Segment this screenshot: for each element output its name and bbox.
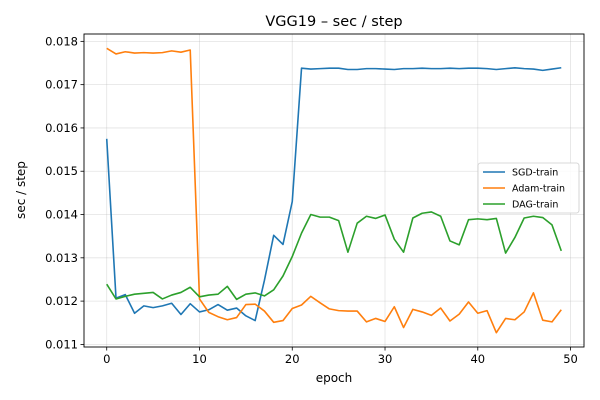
x-tick-label: 10 [192, 352, 207, 366]
chart-title: VGG19 – sec / step [265, 14, 402, 30]
y-tick-label: 0.013 [45, 251, 78, 265]
legend-label: SGD-train [512, 168, 558, 179]
x-tick-label: 50 [563, 352, 578, 366]
plot-frame [83, 33, 585, 348]
y-tick-label: 0.016 [45, 121, 78, 135]
series-layer [105, 47, 563, 334]
legend-box [477, 162, 580, 214]
y-axis-label: sec / step [14, 161, 28, 219]
y-tick-label: 0.012 [45, 294, 78, 308]
x-tick-label: 0 [103, 352, 110, 366]
x-tick-label: 20 [285, 352, 300, 366]
legend: SGD-train Adam-train DAG-train [477, 162, 580, 214]
y-tick-label: 0.018 [45, 34, 78, 48]
x-tick-label: 30 [378, 352, 393, 366]
y-tick-label: 0.014 [45, 208, 78, 222]
x-tick-label: 40 [470, 352, 485, 366]
series-line-dag-train [106, 211, 563, 301]
legend-label: DAG-train [512, 200, 558, 211]
legend-label: Adam-train [512, 184, 565, 195]
series-line-adam-train [106, 47, 562, 334]
series-line-sgd-train [105, 66, 562, 322]
y-tick-label: 0.011 [45, 337, 78, 351]
y-tick-label: 0.015 [45, 164, 78, 178]
y-axis: 0.011 0.012 0.013 0.014 0.015 0.016 0.017 0.018 [45, 34, 84, 351]
y-tick-label: 0.017 [45, 78, 78, 92]
x-axis-label: epoch [316, 371, 353, 385]
x-axis: 0 10 20 30 40 50 [103, 347, 578, 366]
